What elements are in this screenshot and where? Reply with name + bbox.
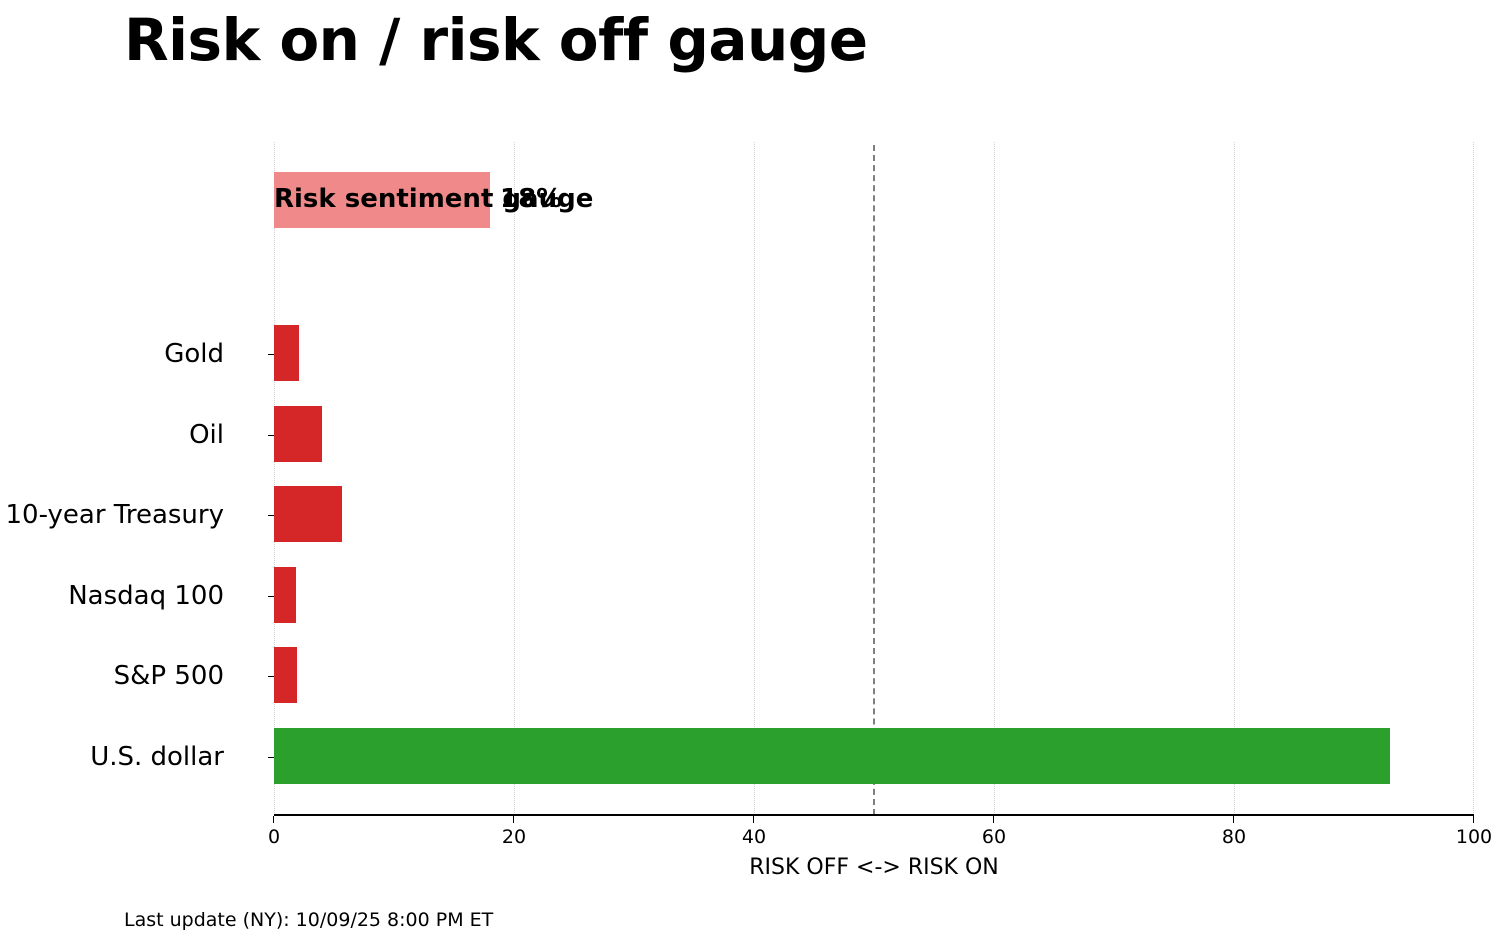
- gridline-60: [994, 142, 995, 815]
- gridline-100: [1473, 142, 1474, 815]
- reference-line-50: [873, 145, 875, 815]
- bar-10-year-treasury: [274, 486, 342, 542]
- xtick-40: [753, 816, 754, 823]
- xtick-label-20: 20: [501, 826, 527, 848]
- xtick-label-60: 60: [981, 826, 1007, 848]
- xtick-label-100: 100: [1455, 826, 1493, 848]
- gauge-value: 18%: [500, 184, 563, 214]
- gridline-20: [514, 142, 515, 815]
- bar-nasdaq-100: [274, 567, 296, 623]
- plot-area: Gold Oil 10-year Treasury Nasdaq 100 S&P…: [6, 142, 1474, 815]
- xtick-80: [1233, 816, 1234, 823]
- gauge-label: Risk sentiment gauge: [274, 184, 594, 214]
- xtick-60: [993, 816, 994, 823]
- chart-title: Risk on / risk off gauge: [124, 6, 868, 74]
- ytick-gold: [268, 354, 274, 355]
- ylabel-us-dollar: U.S. dollar: [90, 742, 224, 772]
- xtick-label-40: 40: [741, 826, 767, 848]
- last-update-footer: Last update (NY): 10/09/25 8:00 PM ET: [124, 909, 494, 931]
- bar-gold: [274, 325, 299, 381]
- ylabel-gold: Gold: [164, 339, 224, 369]
- xtick-20: [513, 816, 514, 823]
- ytick-10-year-treasury: [268, 515, 274, 516]
- ytick-sp-500: [268, 676, 274, 677]
- ytick-oil: [268, 435, 274, 436]
- ytick-us-dollar: [268, 757, 274, 758]
- xtick-label-0: 0: [267, 826, 281, 848]
- x-axis: [273, 814, 1474, 823]
- ytick-nasdaq-100: [268, 596, 274, 597]
- gridline-80: [1234, 142, 1235, 815]
- bar-us-dollar: [274, 728, 1390, 784]
- ylabel-10-year-treasury: 10-year Treasury: [5, 500, 225, 530]
- xtick-label-80: 80: [1221, 826, 1247, 848]
- gauge-bar: [274, 172, 490, 228]
- bar-oil: [274, 406, 322, 462]
- bar-sp-500: [274, 647, 297, 703]
- xtick-0: [273, 816, 274, 823]
- ylabel-nasdaq-100: Nasdaq 100: [68, 581, 224, 611]
- x-axis-label: RISK OFF <-> RISK ON: [749, 855, 999, 880]
- gridline-40: [754, 142, 755, 815]
- gridline-0: [274, 142, 275, 815]
- ylabel-oil: Oil: [189, 420, 224, 450]
- xtick-100: [1473, 816, 1474, 823]
- ylabel-sp-500: S&P 500: [113, 661, 224, 691]
